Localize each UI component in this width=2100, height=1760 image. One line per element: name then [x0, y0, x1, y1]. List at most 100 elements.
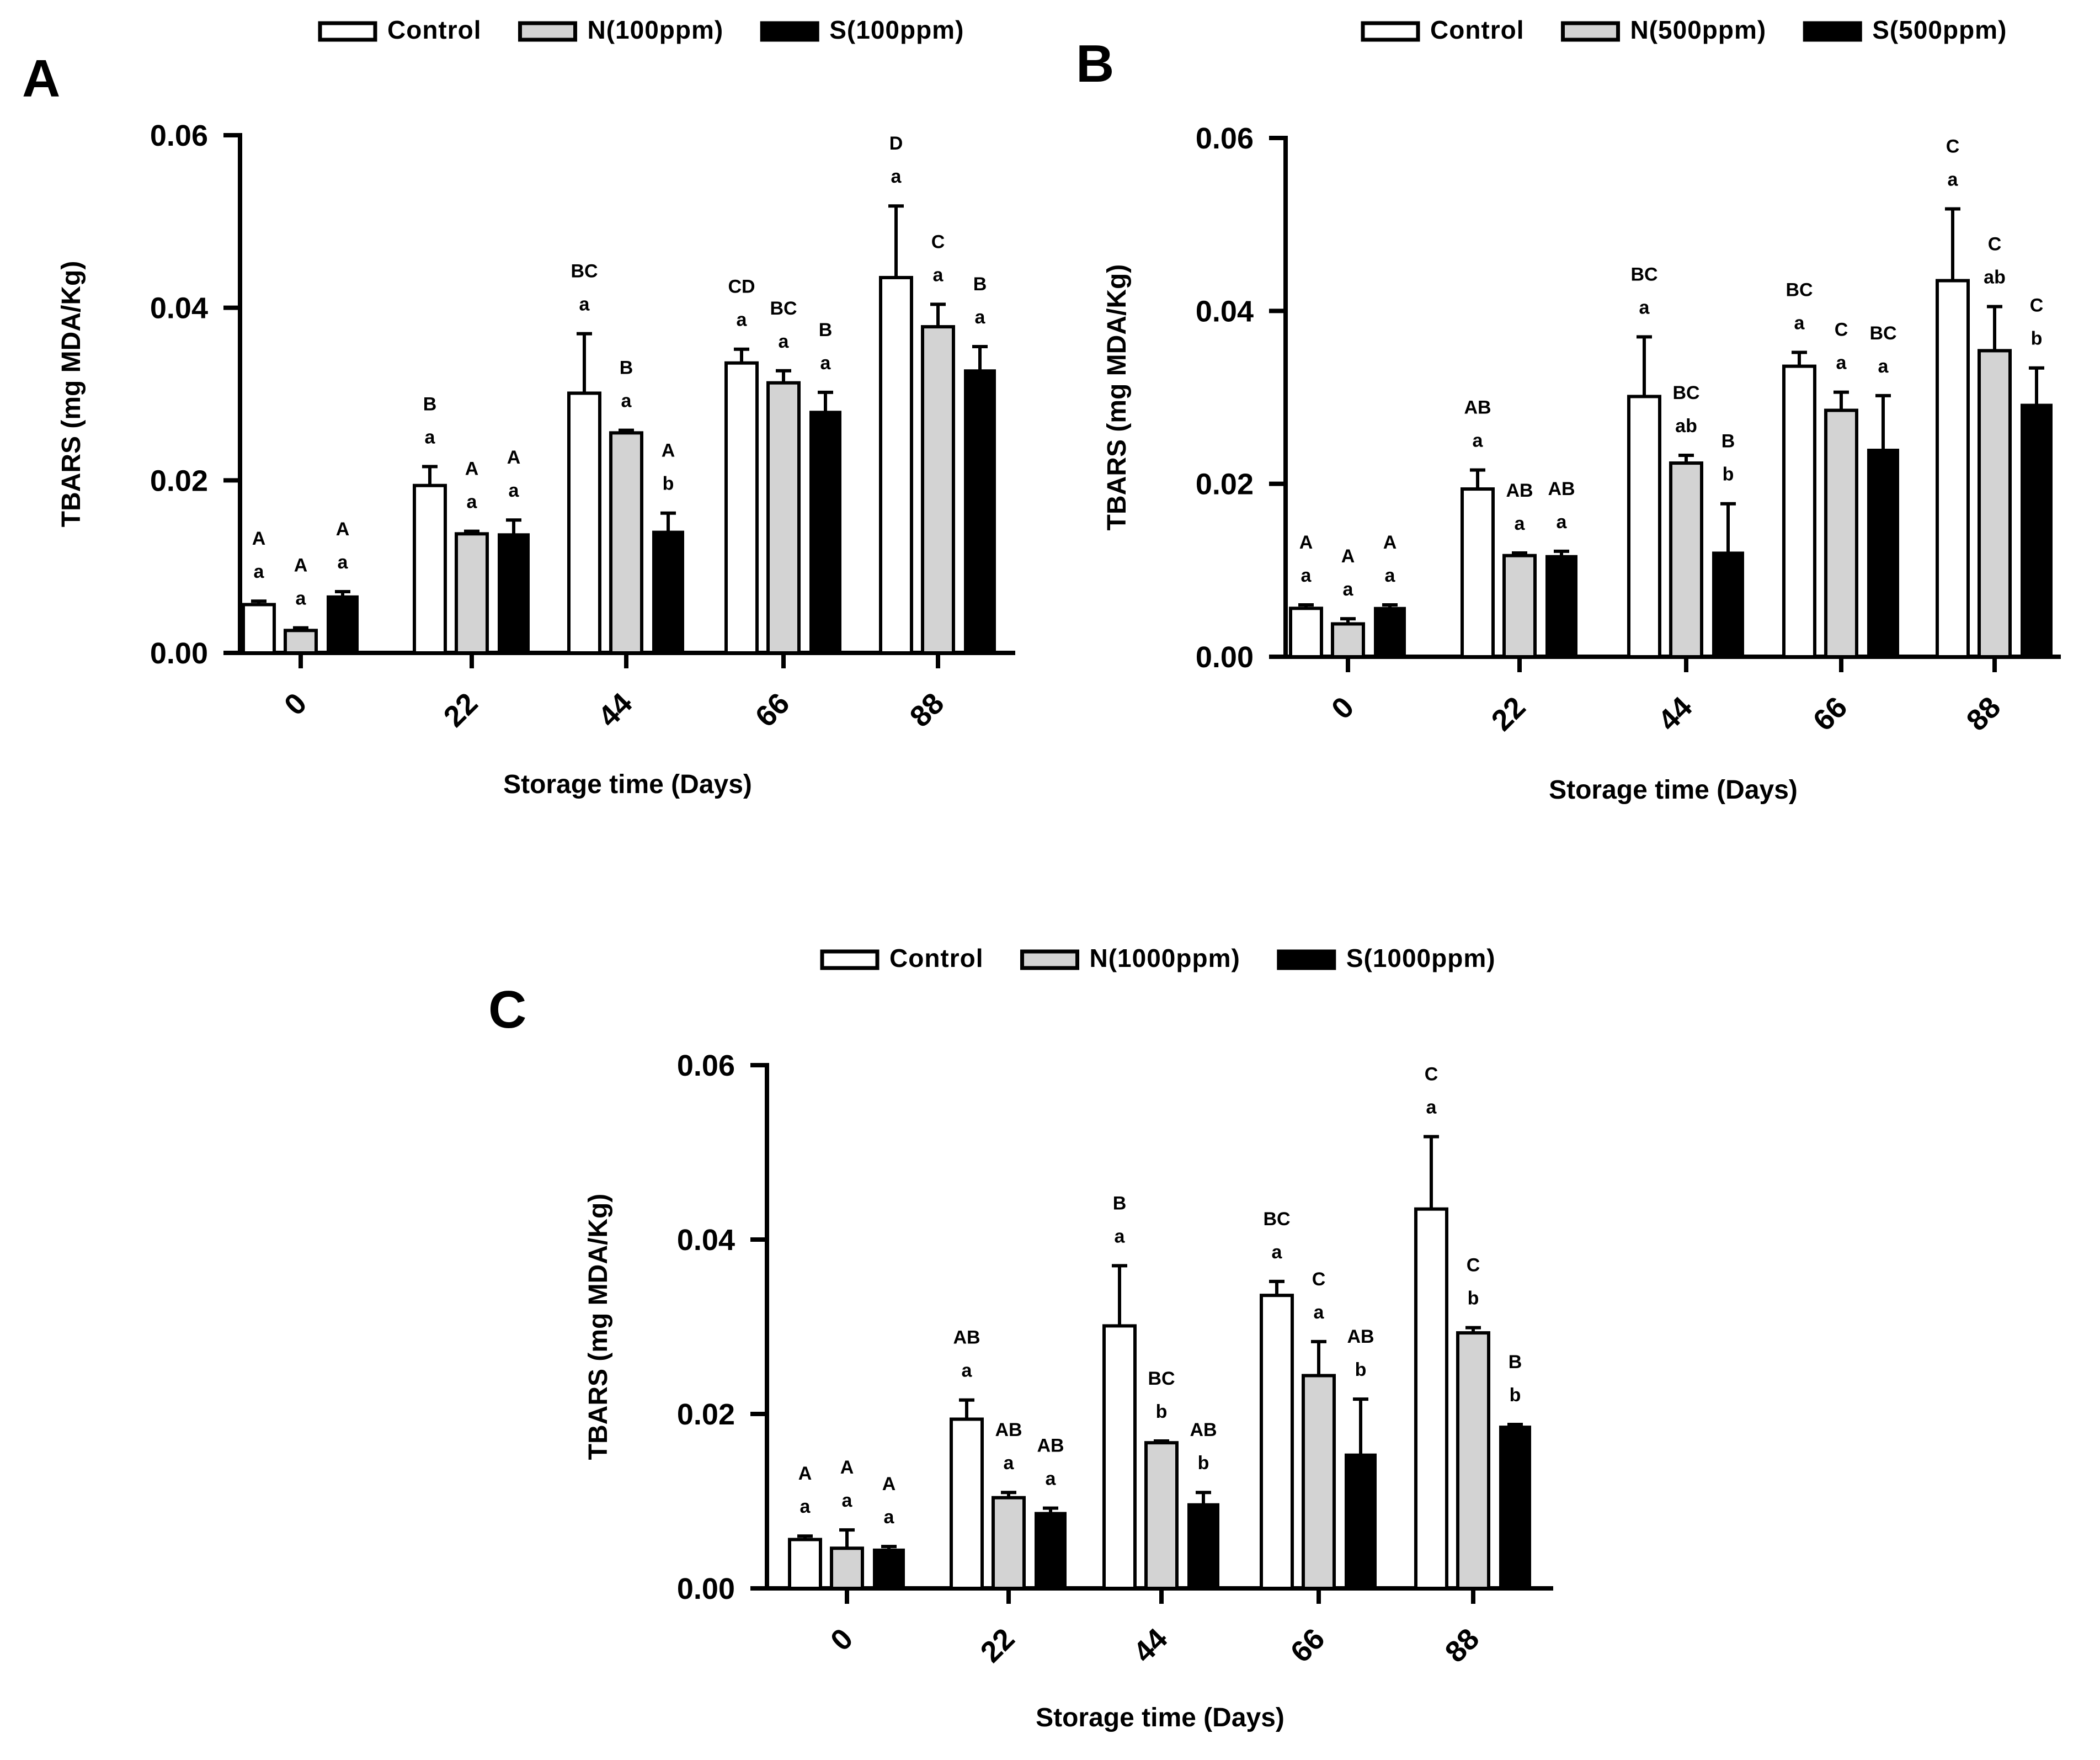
bar-control — [1414, 1207, 1448, 1590]
sig-upper: C — [1467, 1255, 1480, 1276]
sig-lower: ab — [1675, 416, 1697, 437]
bar-group: 22 AB a AB a AB a — [950, 1327, 1067, 1669]
y-tick-label: 0.00 — [677, 1572, 735, 1605]
sig-lower: a — [1343, 579, 1354, 600]
bar-s-500ppm- — [1374, 607, 1406, 657]
legend-label: S(500ppm) — [1872, 15, 2007, 44]
sig-upper: B — [819, 320, 833, 341]
legend-label: N(500ppm) — [1630, 15, 1767, 44]
x-tick-label: 66 — [1284, 1622, 1331, 1669]
legend-swatch — [1561, 21, 1621, 42]
sig-upper: C — [1835, 320, 1848, 341]
x-axis-title: Storage time (Days) — [503, 770, 752, 799]
sig-upper: AB — [995, 1419, 1022, 1440]
panel-letter: A — [22, 49, 60, 108]
y-tick-label: 0.06 — [1196, 122, 1254, 155]
sig-lower: ab — [1984, 267, 2006, 288]
x-axis-title: Storage time (Days) — [1549, 775, 1798, 805]
sig-lower: a — [1557, 512, 1568, 533]
sig-lower: b — [663, 474, 674, 494]
sig-lower: a — [884, 1507, 895, 1528]
bar-control — [1289, 607, 1323, 659]
legend-swatch — [760, 21, 819, 42]
x-tick-label: 44 — [1127, 1622, 1174, 1669]
sig-lower: a — [1004, 1453, 1015, 1474]
bar-s-500ppm- — [1712, 551, 1744, 658]
bar-s-1000ppm- — [1187, 1503, 1219, 1589]
sig-lower: a — [1314, 1302, 1325, 1323]
sig-lower: b — [1468, 1288, 1479, 1309]
bar-control — [724, 361, 759, 655]
sig-lower: a — [1046, 1469, 1057, 1490]
sig-upper: BC — [1148, 1368, 1175, 1389]
bar-s-1000ppm- — [1345, 1453, 1377, 1589]
bar-n-100ppm- — [455, 532, 489, 655]
sig-lower: b — [1510, 1385, 1521, 1406]
panel-b: B Control N(500ppm) S(500ppm) 0.00 0.02 0.04 0.… — [1076, 15, 2061, 805]
sig-upper: A — [1341, 546, 1355, 567]
y-tick-label: 0.06 — [677, 1049, 735, 1082]
bar-s-100ppm- — [964, 369, 996, 653]
legend-label: S(1000ppm) — [1346, 944, 1496, 972]
bar-n-1000ppm- — [830, 1546, 864, 1591]
sig-upper: AB — [953, 1327, 980, 1348]
bar-control — [788, 1538, 822, 1591]
bar-control — [1102, 1324, 1137, 1590]
sig-upper: BC — [1869, 323, 1896, 344]
y-tick-label: 0.02 — [677, 1398, 735, 1431]
legend: Control N(100ppm) S(100ppm) — [318, 15, 963, 44]
legend-label: Control — [387, 15, 482, 44]
sig-upper: BC — [1263, 1209, 1290, 1230]
legend-swatch — [1020, 949, 1080, 970]
sig-upper: B — [1509, 1352, 1522, 1373]
sig-upper: BC — [1630, 264, 1657, 285]
sig-lower: a — [1836, 353, 1847, 374]
bar-n-1000ppm- — [992, 1496, 1026, 1590]
sig-lower: a — [975, 307, 986, 328]
sig-upper: B — [620, 358, 633, 379]
legend-label: N(1000ppm) — [1090, 944, 1240, 972]
sig-lower: b — [1156, 1401, 1168, 1422]
x-tick-label: 44 — [1652, 690, 1699, 737]
legend-swatch — [1803, 21, 1862, 42]
bar-control — [413, 483, 447, 655]
bar-control — [1627, 395, 1661, 659]
bar-n-1000ppm- — [1302, 1374, 1336, 1590]
sig-lower: a — [1301, 565, 1312, 586]
bar-n-500ppm- — [1502, 554, 1537, 659]
sig-lower: a — [820, 353, 832, 374]
sig-upper: C — [1946, 136, 1960, 157]
x-tick-label: 22 — [438, 687, 484, 733]
legend-label: Control — [1430, 15, 1525, 44]
x-tick-label: 66 — [1807, 690, 1854, 737]
bar-s-1000ppm- — [1035, 1512, 1067, 1589]
x-tick-label: 88 — [1960, 690, 2007, 737]
y-tick-label: 0.04 — [150, 292, 208, 325]
sig-lower: a — [1878, 356, 1889, 377]
bar-s-100ppm- — [327, 595, 359, 653]
sig-upper: AB — [1548, 478, 1575, 499]
sig-lower: a — [891, 166, 902, 187]
y-tick-label: 0.00 — [150, 637, 208, 670]
bar-s-500ppm- — [1867, 449, 1899, 657]
sig-upper: BC — [1785, 280, 1813, 301]
y-tick-label: 0.06 — [150, 119, 208, 152]
bar-group: 44 BC a BC ab Bb — [1627, 264, 1744, 737]
sig-lower: a — [425, 427, 436, 448]
sig-upper: A — [507, 447, 521, 468]
sig-lower: a — [962, 1360, 973, 1381]
panel-a: A Control N(100ppm) S(100ppm) 0.00 0.02 0.04 0.… — [22, 15, 1015, 799]
sig-upper: B — [423, 394, 437, 414]
panel-c: C Control N(1000ppm) S(1000ppm) 0.00 0.02 0.04… — [488, 944, 1553, 1732]
x-axis-title: Storage time (Days) — [1036, 1703, 1284, 1732]
bar-n-500ppm- — [1824, 408, 1858, 658]
bar-n-100ppm- — [766, 381, 801, 655]
x-tick-label: 22 — [974, 1622, 1021, 1669]
bar-s-500ppm- — [1545, 555, 1577, 658]
